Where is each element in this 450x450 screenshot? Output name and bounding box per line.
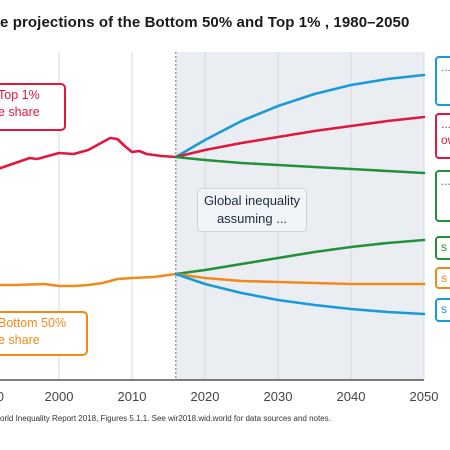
series-proj_blue_bottom: [174, 272, 426, 316]
x-axis: 2000 2010 2020 2030 2040 2050 0: [0, 379, 439, 404]
top1-label: Top 1% e share: [0, 83, 66, 131]
x-tick-label: 2040: [337, 389, 366, 404]
global-label-line1: Global inequality: [203, 193, 301, 208]
side-label-text: ... ow: [441, 117, 450, 147]
bottom50-label-line2: e share: [0, 333, 40, 347]
series-proj_green_top: [174, 155, 426, 175]
x-tick-label: 2000: [45, 389, 74, 404]
series-bottom50_hist: [0, 272, 178, 288]
x-tick-label: 0: [0, 389, 4, 404]
series-top1_hist: [0, 136, 178, 170]
side-label-green-top: ...: [435, 170, 450, 222]
x-tick-label: 2020: [191, 389, 220, 404]
side-label-text: ...: [441, 60, 450, 74]
top1-label-line1: Top 1%: [0, 88, 40, 102]
side-label-red: ... ow: [435, 113, 450, 159]
side-label-green-bottom: s: [435, 236, 450, 260]
global-inequality-box: Global inequality assuming ...: [197, 188, 307, 232]
side-label-blue-bottom: s: [435, 298, 450, 322]
x-tick-label: 2030: [264, 389, 293, 404]
side-label-blue-top: ...: [435, 56, 450, 106]
series-proj_orange: [174, 272, 426, 286]
series-proj_green_bottom: [174, 238, 426, 276]
global-label-line2: assuming ...: [216, 211, 288, 226]
side-label-text: ...: [441, 174, 450, 188]
bottom50-label: Bottom 50% e share: [0, 311, 88, 356]
chart-title: e projections of the Bottom 50% and Top …: [0, 14, 410, 31]
top1-label-line2: e share: [0, 105, 40, 119]
series-proj_red: [174, 115, 426, 159]
side-label-text: s: [441, 302, 447, 316]
source-note: orld Inequality Report 2018, Figures 5.1…: [0, 414, 331, 423]
side-label-text: s: [441, 271, 447, 285]
series-proj_blue_top: [174, 73, 426, 159]
side-label-text: s: [441, 240, 447, 254]
series-lines: [0, 73, 426, 316]
x-tick-label: 2010: [118, 389, 147, 404]
side-label-orange: s: [435, 267, 450, 289]
bottom50-label-line1: Bottom 50%: [0, 316, 67, 330]
x-tick-label: 2050: [410, 389, 439, 404]
